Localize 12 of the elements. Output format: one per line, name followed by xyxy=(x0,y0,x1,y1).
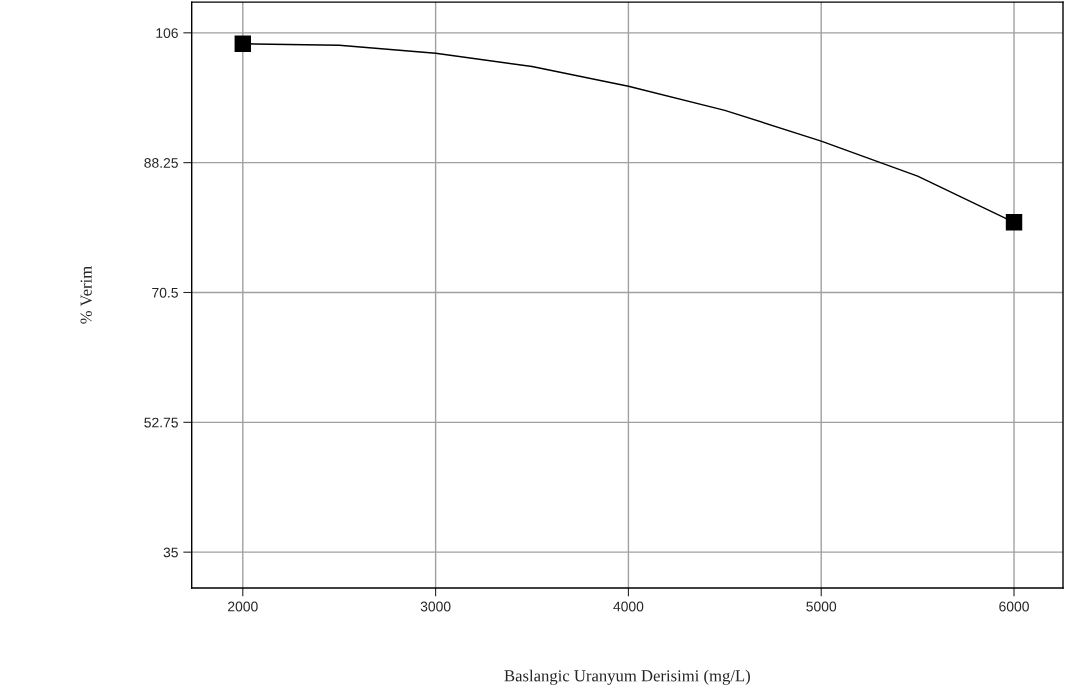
y-tick-label: 35 xyxy=(163,547,178,558)
y-axis-title: % Verim xyxy=(80,266,92,324)
x-tick-label: 6000 xyxy=(999,601,1029,612)
x-tick-label: 2000 xyxy=(228,601,258,612)
y-tick-label: 52.75 xyxy=(144,417,178,428)
y-tick-label: 70.5 xyxy=(152,287,178,298)
x-tick-label: 5000 xyxy=(806,601,837,612)
x-tick-label: 3000 xyxy=(420,601,451,612)
y-tick-label: 106 xyxy=(156,28,178,38)
x-tick-label: 4000 xyxy=(613,601,644,612)
y-tick-label: 88.25 xyxy=(144,157,178,168)
x-axis-title: Baslangic Uranyum Derisimi (mg/L) xyxy=(504,669,750,685)
